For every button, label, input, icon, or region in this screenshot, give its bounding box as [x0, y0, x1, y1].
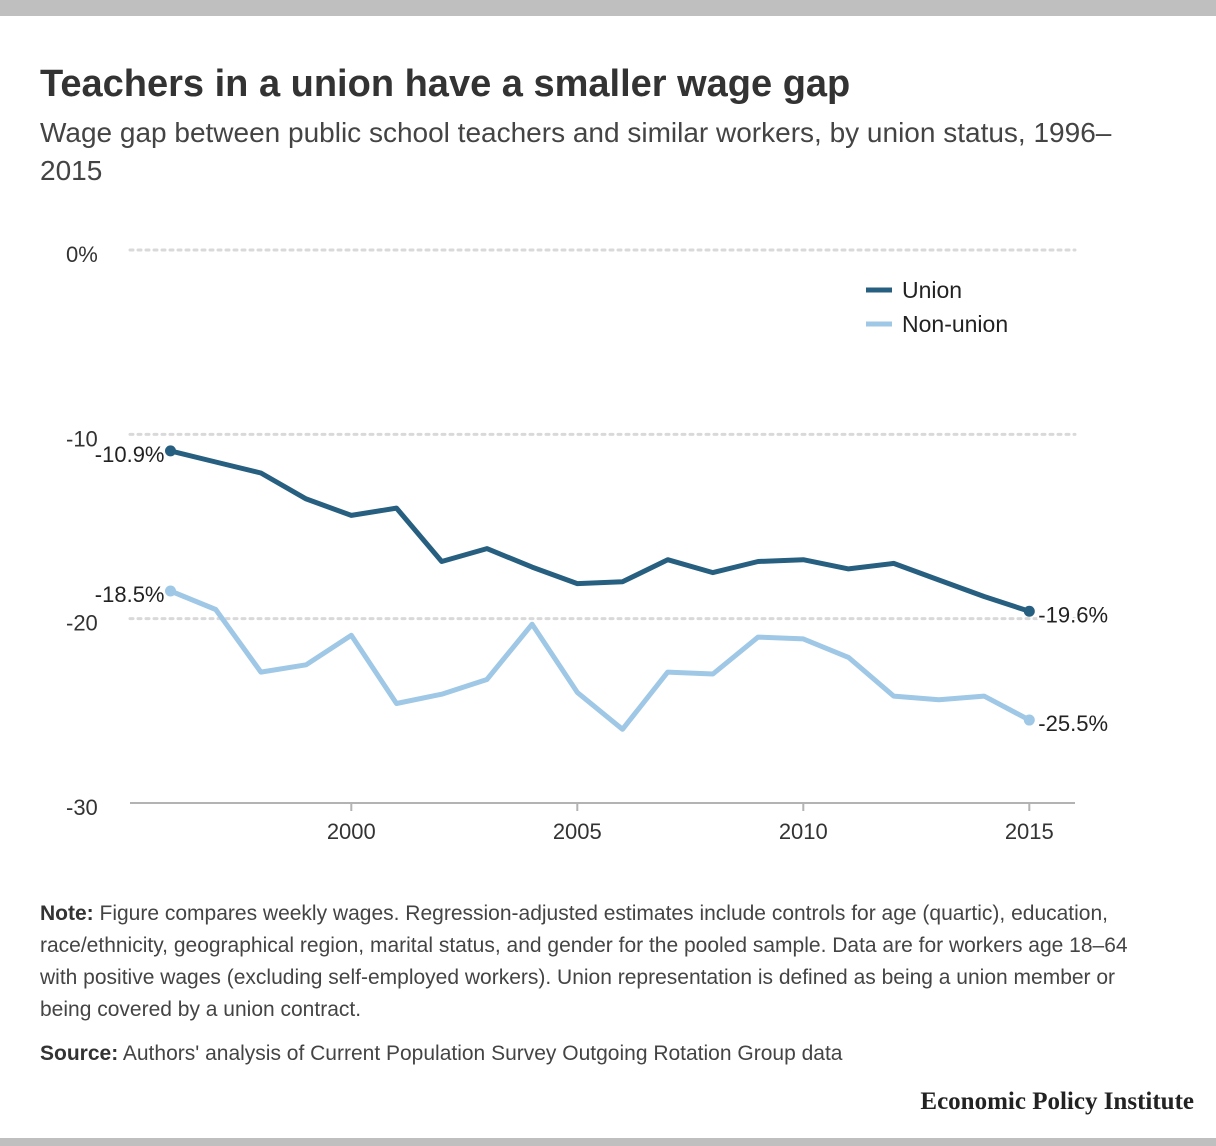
y-tick-label: -20 — [66, 611, 98, 636]
line-chart: 0% -10 -20 -30 2000 2005 2010 2015 -10.9% -19.6%… — [66, 242, 1110, 844]
series-end-point — [1023, 714, 1035, 726]
grid-lines — [128, 248, 1077, 804]
data-labels: -10.9% -19.6% -18.5% -25.5% — [93, 440, 1110, 738]
series-line-non-union — [168, 588, 1032, 732]
series-start-label: -18.5% — [95, 582, 165, 607]
series-end-point — [1023, 605, 1035, 617]
x-tick-label: 2010 — [779, 819, 828, 844]
chart-title: Teachers in a union have a smaller wage … — [40, 63, 851, 105]
chart-source: Source: Authors' analysis of Current Pop… — [40, 1038, 1160, 1070]
x-tick-label: 2015 — [1005, 819, 1054, 844]
x-tick-label: 2005 — [553, 819, 602, 844]
legend-label: Union — [902, 277, 962, 303]
note-text: Figure compares weekly wages. Regression… — [40, 902, 1128, 1021]
series-lines — [165, 445, 1035, 732]
top-border-bar — [0, 0, 1216, 16]
note-label: Note: — [40, 902, 94, 925]
series-start-label: -10.9% — [95, 442, 165, 467]
legend: Union Non-union — [866, 277, 1008, 337]
chart-subtitle: Wage gap between public school teachers … — [40, 117, 1112, 186]
axes: 0% -10 -20 -30 2000 2005 2010 2015 — [66, 242, 1054, 844]
source-text: Authors' analysis of Current Population … — [118, 1042, 843, 1065]
y-tick-label: -30 — [66, 795, 98, 820]
bottom-border-bar — [0, 1138, 1216, 1146]
series-start-point — [165, 585, 176, 597]
brand-logo-text: Economic Policy Institute — [920, 1088, 1194, 1115]
series-start-point — [165, 445, 176, 457]
y-tick-label: -10 — [66, 426, 98, 451]
series-end-label: -25.5% — [1038, 711, 1108, 736]
x-tick-label: 2000 — [327, 819, 376, 844]
series-line-union — [168, 448, 1032, 614]
legend-label: Non-union — [902, 311, 1008, 337]
series-end-label: -19.6% — [1038, 602, 1108, 627]
chart-note: Note: Figure compares weekly wages. Regr… — [40, 898, 1160, 1026]
source-label: Source: — [40, 1042, 119, 1065]
y-tick-label: 0% — [66, 242, 98, 267]
